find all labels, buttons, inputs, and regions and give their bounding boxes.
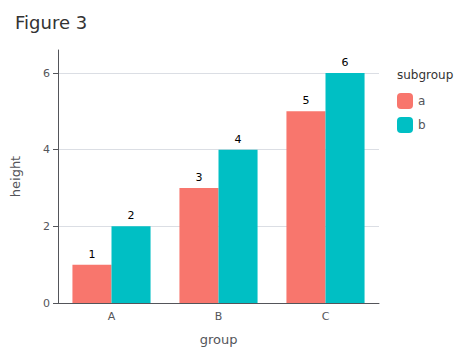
svg-text:group: group xyxy=(200,332,238,347)
svg-text:2: 2 xyxy=(43,220,50,233)
svg-text:subgroup: subgroup xyxy=(397,68,453,82)
svg-text:1: 1 xyxy=(88,248,95,261)
svg-text:4: 4 xyxy=(235,133,242,146)
svg-text:Figure 3: Figure 3 xyxy=(15,12,87,33)
svg-text:4: 4 xyxy=(43,143,50,156)
svg-text:A: A xyxy=(108,310,116,323)
svg-text:height: height xyxy=(8,156,23,197)
svg-text:5: 5 xyxy=(302,94,309,107)
svg-text:C: C xyxy=(322,310,330,323)
svg-text:2: 2 xyxy=(128,209,135,222)
svg-text:6: 6 xyxy=(43,67,50,80)
svg-text:a: a xyxy=(418,94,425,108)
svg-text:B: B xyxy=(215,310,223,323)
svg-text:0: 0 xyxy=(43,297,50,310)
svg-text:6: 6 xyxy=(342,56,349,69)
svg-text:3: 3 xyxy=(195,171,202,184)
svg-text:b: b xyxy=(418,118,426,132)
